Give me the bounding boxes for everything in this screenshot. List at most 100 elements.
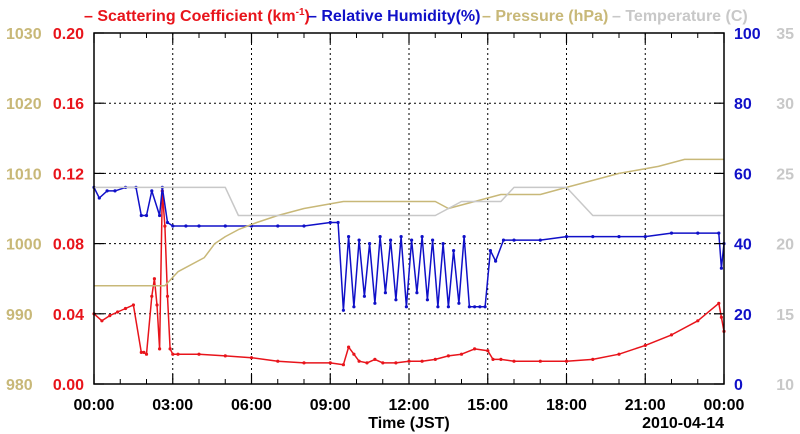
data-point: [144, 352, 149, 356]
x-tick-label: 00:00: [74, 397, 115, 414]
data-point: [643, 343, 647, 347]
data-point: [617, 235, 621, 239]
temperature-tick-label: 25: [776, 166, 794, 183]
series-line: [94, 158, 724, 287]
data-point: [420, 359, 424, 363]
data-point: [399, 235, 403, 239]
data-point: [473, 347, 477, 351]
legend: – Scattering Coefficient (km-1) – Relati…: [84, 7, 748, 25]
data-point: [97, 196, 101, 200]
data-point: [336, 220, 340, 225]
data-point: [394, 361, 398, 365]
data-point: [276, 359, 280, 363]
x-axis-label: Time (JST): [368, 415, 450, 432]
data-point: [158, 213, 162, 218]
data-point: [436, 305, 440, 309]
series-temperature: [94, 186, 724, 217]
series-scattering-coefficient: [92, 189, 726, 367]
data-point: [223, 354, 227, 358]
pressure-tick-label: 1020: [6, 96, 42, 113]
data-point: [415, 291, 419, 295]
data-point: [473, 305, 477, 309]
data-point: [383, 291, 387, 295]
series-relative-humidity: [92, 185, 726, 312]
data-point: [394, 298, 398, 302]
ticks: [93, 32, 725, 385]
data-point: [171, 224, 175, 228]
pressure-tick-label: 990: [6, 307, 33, 324]
legend-dash: –: [84, 8, 97, 25]
data-point: [643, 235, 647, 239]
data-point: [457, 301, 461, 305]
data-point: [512, 359, 516, 363]
grid: [94, 33, 724, 384]
data-point: [150, 294, 154, 298]
data-point: [171, 352, 175, 356]
temperature-tick-label: 10: [776, 377, 794, 394]
data-point: [116, 310, 120, 314]
data-point: [486, 349, 490, 353]
humidity-tick-label: 80: [734, 96, 752, 113]
data-point: [381, 361, 385, 365]
data-point: [669, 231, 674, 235]
data-point: [357, 238, 361, 242]
x-tick-label: 18:00: [546, 397, 587, 414]
x-tick-label: 09:00: [310, 397, 351, 414]
data-point: [389, 238, 393, 242]
data-point: [478, 305, 482, 309]
data-point: [328, 220, 332, 225]
data-point: [155, 303, 159, 307]
data-point: [197, 224, 201, 228]
data-point: [441, 242, 445, 246]
data-point: [131, 303, 135, 307]
data-point: [696, 319, 700, 323]
temperature-tick-label: 15: [776, 307, 794, 324]
legend-entry-temperature: – Temperature (C): [612, 8, 748, 25]
data-point: [352, 305, 356, 309]
data-point: [501, 238, 506, 242]
humidity-tick-label: 60: [734, 166, 752, 183]
legend-entry-scattering: – Scattering Coefficient (km-1): [84, 7, 310, 25]
data-point: [433, 357, 437, 361]
data-point: [488, 249, 492, 253]
data-point: [163, 224, 167, 228]
data-point: [168, 347, 172, 351]
data-point: [139, 350, 143, 354]
data-point: [165, 220, 170, 225]
legend-dash: –: [612, 8, 625, 25]
tick-labels: 00:00 03:00 06:00 09:00 12:00 15:00 18:00 21:00…: [6, 26, 794, 414]
data-point: [494, 259, 498, 263]
x-tick-label: 21:00: [625, 397, 666, 414]
data-point: [139, 213, 143, 218]
data-point: [467, 305, 471, 309]
legend-dash: –: [308, 8, 321, 25]
x-tick-label: 12:00: [389, 397, 430, 414]
temperature-tick-label: 20: [776, 237, 794, 254]
data-point: [158, 347, 162, 351]
data-point: [113, 189, 117, 193]
data-point: [165, 294, 170, 298]
data-point: [108, 314, 112, 318]
data-point: [407, 359, 411, 363]
data-point: [144, 213, 149, 218]
data-point: [452, 249, 456, 253]
legend-sup: -1: [296, 7, 305, 18]
data-point: [420, 235, 424, 239]
pressure-tick-label: 980: [6, 377, 33, 394]
data-point: [276, 224, 280, 228]
data-point: [431, 238, 435, 242]
data-point: [357, 359, 361, 363]
scattering-tick-label: 0.20: [53, 26, 84, 43]
data-point: [328, 361, 332, 365]
data-point: [373, 357, 377, 361]
data-point: [365, 361, 369, 365]
data-point: [105, 189, 109, 193]
data-point: [696, 231, 700, 235]
date-label: 2010-04-14: [642, 415, 724, 432]
data-point: [368, 242, 372, 246]
data-point: [142, 350, 146, 354]
data-point: [462, 235, 466, 239]
data-point: [538, 238, 542, 242]
scattering-tick-label: 0.16: [53, 96, 84, 113]
